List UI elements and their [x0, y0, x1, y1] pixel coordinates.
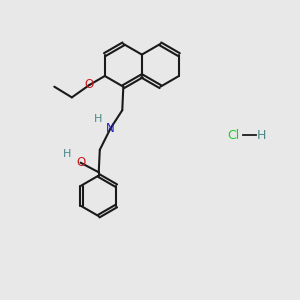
- Text: H: H: [257, 129, 266, 142]
- Text: N: N: [106, 122, 115, 135]
- Text: H: H: [63, 149, 71, 159]
- Text: O: O: [76, 156, 85, 169]
- Text: H: H: [94, 114, 102, 124]
- Text: O: O: [85, 79, 94, 92]
- Text: Cl: Cl: [227, 129, 239, 142]
